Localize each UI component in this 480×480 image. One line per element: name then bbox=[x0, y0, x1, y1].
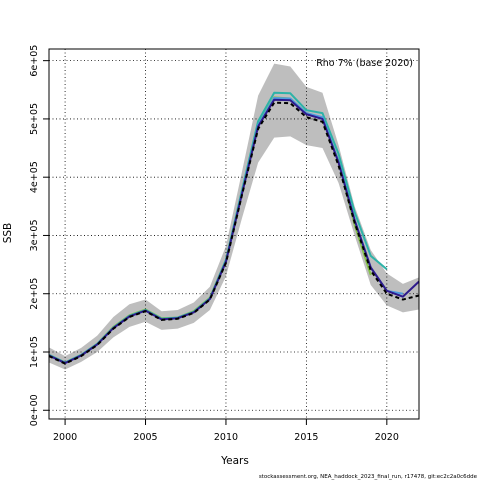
y-tick-label: 6e+05 bbox=[29, 45, 40, 77]
y-tick-label: 5e+05 bbox=[29, 103, 40, 135]
y-tick-label: 2e+05 bbox=[29, 278, 40, 310]
confidence-band bbox=[49, 63, 419, 370]
y-axis-title: SSB bbox=[2, 223, 14, 244]
series-line-base bbox=[48, 101, 420, 365]
x-tick-label: 2005 bbox=[133, 432, 157, 443]
rho-annotation: Rho 7% (base 2020) bbox=[316, 58, 413, 69]
series-line-peel_3 bbox=[48, 91, 388, 364]
grid-layer bbox=[49, 49, 419, 419]
x-tick-label: 2000 bbox=[53, 432, 77, 443]
y-tick-label: 3e+05 bbox=[29, 219, 40, 251]
series-line-peel_2 bbox=[48, 96, 404, 365]
plot-frame bbox=[48, 48, 420, 420]
axis-layer bbox=[43, 48, 420, 425]
series-layer bbox=[48, 91, 420, 365]
label-layer: 2000 2005 2010 2015 2020 0e+00 1e+05 2e+05 3e+05… bbox=[29, 45, 399, 443]
y-tick-label: 0e+00 bbox=[29, 394, 40, 426]
footer-source: stockassessment.org, NEA_haddock_2023_fi… bbox=[259, 474, 478, 480]
x-tick-label: 2015 bbox=[294, 432, 318, 443]
x-axis-title: Years bbox=[220, 455, 249, 467]
y-tick-label: 4e+05 bbox=[29, 161, 40, 193]
y-tick-label: 1e+05 bbox=[29, 336, 40, 368]
x-tick-label: 2010 bbox=[214, 432, 238, 443]
confidence-band-layer bbox=[49, 63, 419, 370]
x-tick-label: 2020 bbox=[375, 432, 399, 443]
